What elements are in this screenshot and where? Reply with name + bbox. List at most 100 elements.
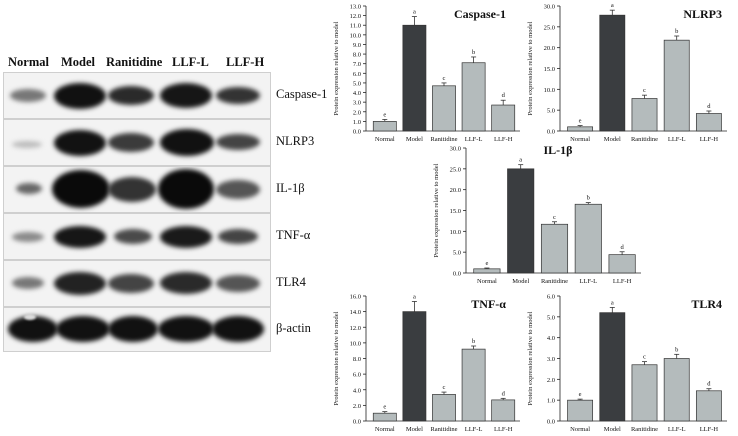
y-tick-label: 10.0 [450, 229, 461, 236]
significance-letter: c [643, 354, 646, 361]
bar [372, 412, 397, 422]
y-tick-label: 2.0 [353, 109, 361, 116]
bar [507, 168, 535, 274]
protein-label-nlrp3: NLRP3 [276, 134, 315, 148]
bar [608, 254, 636, 274]
y-axis-label: Protein expression relative to model [527, 311, 534, 405]
y-axis-label: Protein expression relative to model [333, 311, 340, 405]
protein-label-tlr4: TLR4 [276, 275, 306, 289]
chart-title: TNF-α [471, 297, 506, 311]
lane-label-ranitidine: Ranitidine [106, 55, 163, 69]
y-tick-label: 0.0 [453, 271, 461, 278]
bar [402, 311, 427, 422]
chart-il-1b: 0.0 5.0 10.0 15.0 20.0 25.0 30.0 Protein expres… [433, 143, 641, 285]
y-tick-label: 1.0 [547, 398, 555, 405]
y-tick-label: 8.0 [353, 52, 361, 59]
significance-letter: a [413, 9, 416, 16]
chart-title: Caspase-1 [454, 7, 506, 21]
y-tick-label: 0.0 [547, 129, 555, 136]
significance-letter: e [579, 391, 582, 398]
significance-letter: b [472, 338, 475, 345]
x-tick-label: Ranitidine [541, 278, 568, 285]
chart-tlr4: 0.0 1.0 2.0 3.0 4.0 5.0 6.0 Protein expression … [527, 294, 727, 433]
y-tick-label: 2.0 [353, 403, 361, 410]
y-tick-label: 6.0 [547, 294, 555, 301]
blot-strip-nlrp3 [3, 119, 271, 166]
x-tick-label: Ranitidine [631, 136, 658, 143]
y-tick-label: 15.0 [450, 208, 461, 215]
chart-nlrp3: 0.0 5.0 10.0 15.0 20.0 25.0 30.0 Protein expres… [527, 2, 727, 143]
significance-letter: b [587, 195, 590, 202]
y-axis-label: Protein expression relative to model [433, 163, 440, 257]
bar [574, 203, 602, 274]
blot-strip-tnf-a [3, 213, 271, 260]
y-tick-label: 5.0 [353, 80, 361, 87]
x-tick-label: LLF-L [579, 278, 597, 285]
significance-letter: d [502, 92, 506, 99]
x-tick-label: Normal [375, 136, 395, 143]
bar [491, 399, 516, 422]
y-tick-label: 6.0 [353, 372, 361, 379]
significance-letter: c [443, 75, 446, 82]
y-tick-label: 0.0 [547, 419, 555, 426]
y-tick-label: 5.0 [453, 250, 461, 257]
bar [631, 98, 658, 132]
x-tick-label: Model [512, 278, 529, 285]
y-tick-label: 5.0 [547, 314, 555, 321]
y-tick-label: 14.0 [350, 309, 361, 316]
significance-letter: b [675, 28, 678, 35]
significance-letter: e [383, 111, 386, 118]
y-tick-label: 13.0 [350, 4, 361, 11]
significance-letter: e [579, 118, 582, 125]
protein-label-tnf-a: TNF-α [276, 228, 311, 242]
lane-label-llf-l: LLF-L [172, 55, 209, 69]
y-tick-label: 5.0 [547, 108, 555, 115]
protein-label-beta-actin: β-actin [276, 321, 311, 335]
blot-strip-il-1b [3, 166, 271, 213]
x-tick-label: LLF-H [700, 426, 719, 433]
y-tick-label: 10.0 [544, 87, 555, 94]
y-tick-label: 25.0 [544, 24, 555, 31]
significance-letter: b [472, 49, 475, 56]
chart-title: NLRP3 [683, 7, 722, 21]
y-tick-label: 0.0 [353, 129, 361, 136]
blot-strip-tlr4 [3, 260, 271, 307]
chart-title: TLR4 [691, 297, 722, 311]
x-tick-label: Normal [477, 278, 497, 285]
x-tick-label: LLF-H [494, 136, 513, 143]
bar [461, 62, 486, 132]
significance-letter: b [675, 346, 678, 353]
y-tick-label: 30.0 [450, 146, 461, 153]
x-tick-label: Ranitidine [631, 426, 658, 433]
western-blot-panel: Normal Model Ranitidine LLF-L LLF-H [0, 0, 340, 436]
significance-letter: c [553, 214, 556, 221]
y-tick-label: 20.0 [450, 187, 461, 194]
bar [432, 85, 456, 132]
y-tick-label: 8.0 [353, 356, 361, 363]
bar [567, 126, 594, 132]
y-tick-label: 4.0 [353, 387, 361, 394]
y-tick-label: 16.0 [350, 294, 361, 301]
y-tick-label: 4.0 [547, 335, 555, 342]
bar [491, 104, 516, 132]
bar [473, 268, 501, 274]
significance-letter: c [643, 87, 646, 94]
x-tick-label: Normal [570, 426, 590, 433]
significance-letter: a [413, 293, 416, 300]
lane-label-model: Model [61, 55, 96, 69]
bar [567, 399, 594, 422]
x-tick-label: Normal [375, 426, 395, 433]
chart-title: IL-1β [544, 143, 573, 157]
significance-letter: a [611, 2, 614, 9]
y-tick-label: 11.0 [350, 23, 361, 30]
x-tick-label: LLF-H [494, 426, 513, 433]
chart-tnf-a: 0.0 2.0 4.0 6.0 8.0 10.0 12.0 14.0 16.0 Protein e… [333, 293, 520, 433]
y-tick-label: 4.0 [353, 90, 361, 97]
bar [461, 348, 486, 422]
y-tick-label: 15.0 [544, 66, 555, 73]
blot-strip-beta-actin [3, 307, 271, 352]
bar [402, 24, 427, 132]
y-tick-label: 3.0 [353, 100, 361, 107]
y-tick-label: 12.0 [350, 13, 361, 20]
x-tick-label: Model [406, 136, 423, 143]
